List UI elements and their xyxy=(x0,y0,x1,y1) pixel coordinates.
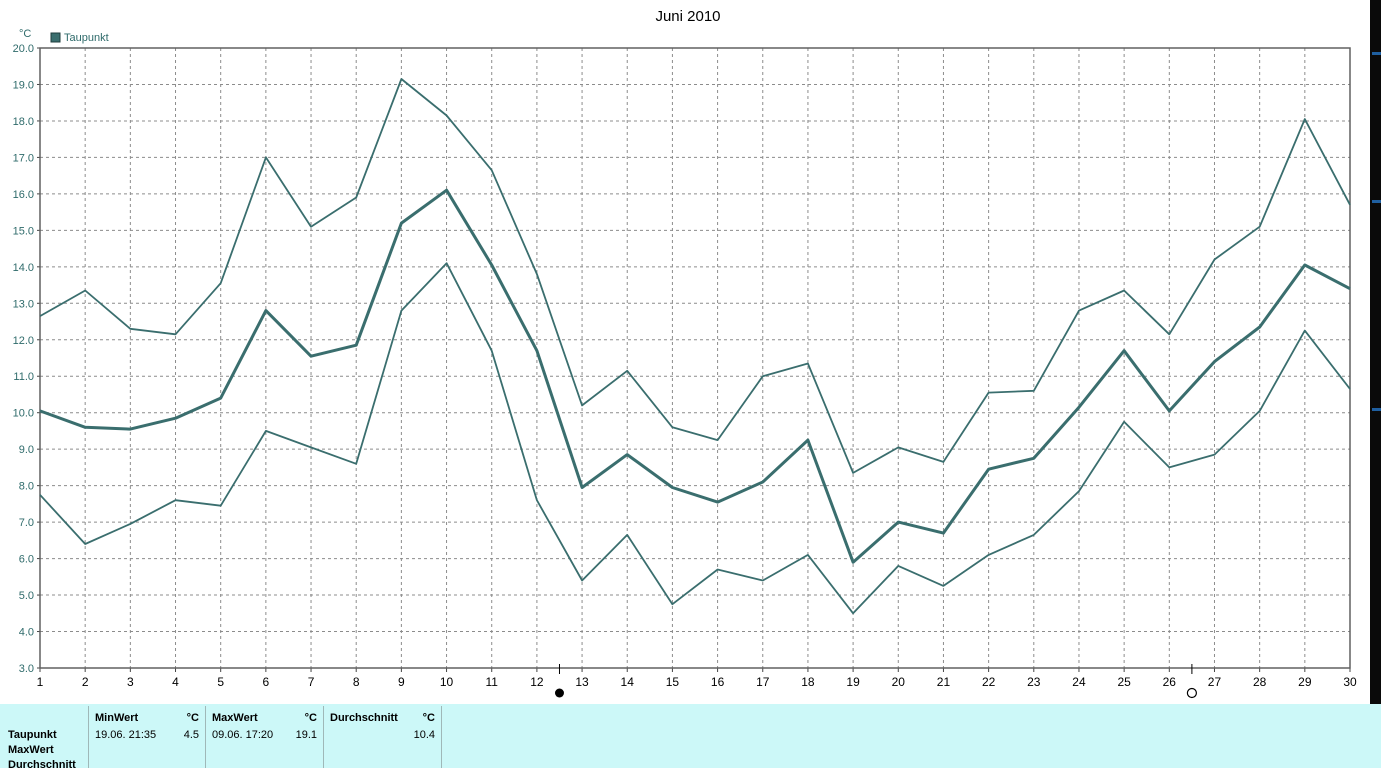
stats-col-minwert: MinWert °C 19.06. 21:35 4.5 xyxy=(88,706,205,768)
y-tick-label: 17.0 xyxy=(13,152,34,164)
moon-phase-marks xyxy=(554,664,1197,699)
x-tick-label: 17 xyxy=(756,675,770,689)
y-tick-label: 8.0 xyxy=(19,481,34,493)
col-unit: °C xyxy=(422,712,435,724)
y-tick-label: 4.0 xyxy=(19,627,34,639)
col-value: 10.4 xyxy=(413,729,435,741)
x-tick-label: 16 xyxy=(711,675,725,689)
series-lines xyxy=(39,78,1351,615)
legend-swatch xyxy=(50,32,61,43)
y-tick-label: 19.0 xyxy=(13,79,34,91)
x-tick-label: 11 xyxy=(485,675,498,689)
window-edge xyxy=(1370,0,1381,704)
series-line-avg xyxy=(39,188,1351,564)
col-unit: °C xyxy=(304,712,317,724)
col-timestamp: 09.06. 17:20 xyxy=(212,729,274,741)
y-tick-label: 20.0 xyxy=(13,43,34,55)
col-header: MaxWert xyxy=(212,712,258,724)
stats-row-labels: Taupunkt MaxWert Durchschnitt xyxy=(8,728,76,773)
x-tick-label: 7 xyxy=(308,675,315,689)
col-header: Durchschnitt xyxy=(330,712,398,724)
y-tick-label: 15.0 xyxy=(13,225,34,237)
y-tick-label: 10.0 xyxy=(13,408,34,420)
x-tick-label: 2 xyxy=(82,675,89,689)
x-tick-label: 29 xyxy=(1298,675,1312,689)
edge-indicator xyxy=(1372,200,1381,203)
x-tick-label: 13 xyxy=(575,675,589,689)
x-tick-label: 5 xyxy=(217,675,224,689)
edge-indicator xyxy=(1372,52,1381,55)
col-timestamp: 19.06. 21:35 xyxy=(95,729,157,741)
col-unit: °C xyxy=(186,712,199,724)
x-tick-label: 25 xyxy=(1117,675,1131,689)
x-tick-label: 9 xyxy=(398,675,405,689)
axes: 3.0 4.0 5.0 6.0 7.0 8.0 9.0 10.0 11.0 12.0 13.0 14.… xyxy=(13,43,1357,689)
x-tick-label: 12 xyxy=(530,675,544,689)
y-unit-label: °C xyxy=(19,28,31,40)
legend-label: Taupunkt xyxy=(64,32,109,44)
edge-indicator xyxy=(1372,408,1381,411)
x-tick-label: 21 xyxy=(937,675,951,689)
x-tick-label: 1 xyxy=(37,675,44,689)
x-tick-label: 18 xyxy=(801,675,815,689)
series-line-min xyxy=(39,262,1351,615)
x-tick-label: 10 xyxy=(440,675,454,689)
y-tick-label: 9.0 xyxy=(19,444,34,456)
y-tick-label: 14.0 xyxy=(13,262,34,274)
y-tick-label: 11.0 xyxy=(13,371,34,383)
y-tick-label: 16.0 xyxy=(13,189,34,201)
row-label-taupunkt: Taupunkt xyxy=(8,729,57,741)
x-tick-label: 24 xyxy=(1072,675,1086,689)
y-tick-label: 13.0 xyxy=(13,298,34,310)
col-header: MinWert xyxy=(95,712,139,724)
x-tick-label: 27 xyxy=(1208,675,1222,689)
x-tick-label: 8 xyxy=(353,675,360,689)
col-value: 19.1 xyxy=(295,729,317,741)
chart-title: Juni 2010 xyxy=(655,8,720,25)
y-tick-label: 18.0 xyxy=(13,116,34,128)
grid xyxy=(40,48,1350,668)
stats-panel: Taupunkt MaxWert Durchschnitt MinWert °C… xyxy=(0,704,1381,771)
x-tick-label: 28 xyxy=(1253,675,1267,689)
stats-col-maxwert: MaxWert °C 09.06. 17:20 19.1 xyxy=(205,706,323,768)
dewpoint-chart: Juni 2010 °C Taupunkt 3.0 4.0 5.0 6.0 7.0 8.0… xyxy=(13,8,1357,699)
x-tick-label: 23 xyxy=(1027,675,1041,689)
x-tick-label: 6 xyxy=(263,675,270,689)
full-moon-icon xyxy=(1186,687,1197,699)
plot-frame xyxy=(39,47,1351,669)
row-label-maxwert: MaxWert xyxy=(8,744,54,756)
x-tick-label: 4 xyxy=(172,675,179,689)
new-moon-icon xyxy=(554,688,564,698)
x-tick-label: 26 xyxy=(1163,675,1177,689)
x-tick-label: 20 xyxy=(892,675,906,689)
x-tick-label: 19 xyxy=(846,675,860,689)
x-tick-label: 30 xyxy=(1343,675,1357,689)
y-tick-label: 5.0 xyxy=(19,590,34,602)
x-tick-label: 14 xyxy=(621,675,635,689)
row-label-durchschnitt: Durchschnitt xyxy=(8,759,76,771)
y-tick-label: 7.0 xyxy=(19,517,34,529)
series-line-max xyxy=(39,78,1351,474)
y-tick-label: 12.0 xyxy=(13,335,34,347)
x-tick-label: 22 xyxy=(982,675,996,689)
y-tick-label: 6.0 xyxy=(19,554,34,566)
y-tick-label: 3.0 xyxy=(19,663,34,675)
x-tick-label: 3 xyxy=(127,675,134,689)
x-tick-label: 15 xyxy=(666,675,680,689)
col-value: 4.5 xyxy=(183,729,199,741)
stats-col-durchschnitt: Durchschnitt °C 10.4 xyxy=(323,706,442,768)
